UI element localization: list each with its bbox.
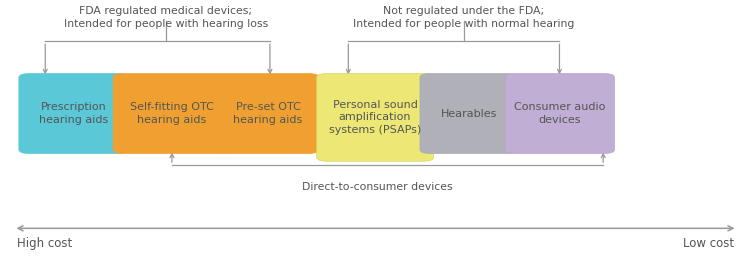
FancyBboxPatch shape [317,74,434,161]
Text: Prescription
hearing aids: Prescription hearing aids [39,102,108,125]
FancyBboxPatch shape [19,74,128,154]
Text: Low cost: Low cost [682,237,734,250]
Text: Consumer audio
devices: Consumer audio devices [514,102,605,125]
Text: Direct-to-consumer devices: Direct-to-consumer devices [302,182,452,192]
FancyBboxPatch shape [113,74,230,154]
FancyBboxPatch shape [505,74,615,154]
Text: Self-fitting OTC
hearing aids: Self-fitting OTC hearing aids [130,102,213,125]
FancyBboxPatch shape [420,74,518,154]
FancyBboxPatch shape [217,74,319,154]
Text: Hearables: Hearables [441,109,497,118]
Text: High cost: High cost [17,237,72,250]
Text: FDA regulated medical devices;
Intended for people with hearing loss: FDA regulated medical devices; Intended … [64,6,268,29]
Text: Not regulated under the FDA;
Intended for people with normal hearing: Not regulated under the FDA; Intended fo… [353,6,575,29]
Text: Pre-set OTC
hearing aids: Pre-set OTC hearing aids [234,102,302,125]
Text: Personal sound
amplification
systems (PSAPs): Personal sound amplification systems (PS… [329,100,421,135]
